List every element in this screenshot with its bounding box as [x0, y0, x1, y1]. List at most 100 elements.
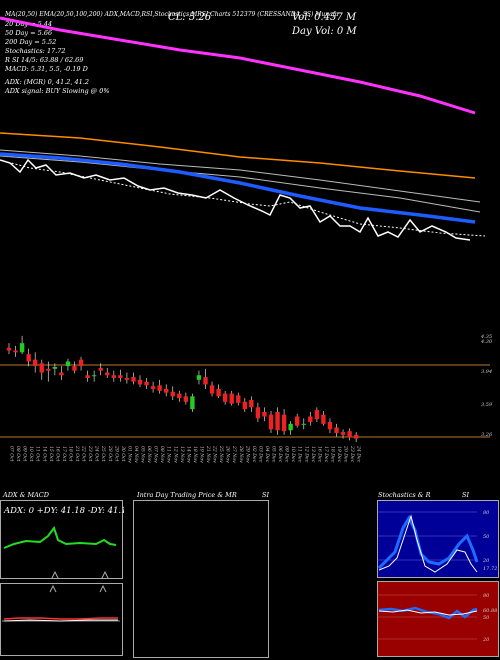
date-tick-label: 18 Nov — [192, 446, 198, 463]
stoch-tick-80: 80 — [483, 510, 490, 516]
adx-panel-frame — [0, 500, 123, 579]
rsi-label: R SI 14/5: 63.88 / 62.69 — [5, 56, 84, 64]
candle-body — [46, 368, 51, 371]
candle-body — [301, 423, 306, 425]
date-tick-label: 26 Nov — [225, 445, 231, 463]
candle-body — [281, 414, 287, 432]
candle-body — [183, 396, 189, 402]
chart-header: MA(20,50) EMA(20,50,100,200) ADX,MACD,RS… — [5, 11, 339, 18]
candle-body — [255, 407, 261, 419]
candle-body — [190, 396, 195, 410]
candle-body — [91, 375, 97, 377]
stoch-tick-20: 20 — [482, 558, 490, 564]
date-tick-label: 03 Dec — [257, 446, 263, 463]
price-tick-4: 3.59 — [481, 402, 493, 408]
adx-macd-panel: ADX: 0 +DY: 41.18 -DY: 41.18 — [0, 500, 124, 656]
rsi-tick-20: 20 — [482, 637, 490, 643]
candle-body — [6, 347, 12, 351]
macd-marker-1 — [49, 584, 57, 593]
candle-body — [78, 359, 84, 367]
macd-line-2 — [3, 619, 118, 622]
date-tick-label: 01 Nov — [126, 446, 132, 463]
intraday-si-label: SI — [262, 491, 270, 499]
date-tick-label: 14 Oct — [41, 446, 47, 462]
ma-gray-line-2 — [0, 155, 481, 213]
date-tick-label: 25 Oct — [100, 445, 106, 462]
date-tick-label: 24 Oct — [94, 445, 100, 462]
candle-body — [19, 343, 25, 353]
candle-body — [13, 350, 18, 353]
candle-body — [308, 416, 313, 422]
candle-body — [196, 375, 202, 380]
stochastics-label: Stochastics: 17.72 — [5, 47, 66, 55]
candle-body — [118, 375, 123, 378]
candle-body — [85, 375, 90, 378]
adx-label: ADX: (MGR) 0, 41.2, 41.2 — [5, 78, 90, 86]
candle-body — [137, 379, 143, 385]
date-tick-label: 02 Dec — [251, 446, 257, 463]
date-tick-label: 29 Oct — [113, 445, 119, 462]
date-tick-label: 14 Nov — [185, 446, 191, 463]
stochastics-rsi-panel: 80 50 20 17.72 80 50 20 60.88 — [377, 500, 499, 657]
date-tick-label: 18 Oct — [67, 446, 73, 462]
date-tick-label: 28 Oct — [107, 445, 113, 462]
date-tick-label: 29 Nov — [244, 445, 250, 463]
adx-line — [3, 525, 117, 549]
candlestick-chart: 4.35 4.30 3.94 3.59 3.26 07 Oct 08 Oct 09 … — [0, 334, 493, 463]
candle-body — [222, 393, 228, 402]
date-tick-label: 04 Nov — [133, 446, 139, 463]
date-tick-label: 25 Nov — [218, 445, 224, 463]
rsi-signal-line — [378, 609, 478, 616]
candle-body — [59, 372, 64, 376]
date-tick-label: 16 Dec — [316, 446, 322, 463]
date-tick-label: 12 Nov — [172, 446, 178, 463]
date-tick-label: 06 Dec — [277, 446, 283, 463]
candle-body — [72, 366, 77, 371]
candle-body — [334, 427, 339, 433]
stoch-panel-title: Stochastics & R — [378, 491, 431, 499]
price-tick-1: 4.35 — [480, 334, 492, 340]
date-tick-label: 09 Oct — [22, 446, 28, 462]
candle-body — [131, 377, 136, 382]
candle-body — [321, 414, 326, 424]
volume-label: Vol: 0.457 M — [292, 12, 357, 23]
candle-body — [347, 431, 352, 438]
candle-body — [314, 410, 320, 420]
adx-values: ADX: 0 +DY: 41.18 -DY: 41.18 — [3, 506, 124, 516]
candle-body — [33, 359, 38, 367]
date-tick-label: 23 Oct — [87, 445, 93, 462]
ema50-line — [0, 152, 476, 224]
price-line — [0, 158, 471, 241]
date-tick-label: 13 Dec — [310, 446, 316, 463]
adx-marker-1 — [51, 570, 59, 579]
candle-body — [295, 416, 300, 426]
stoch-k-line — [377, 514, 479, 570]
date-tick-label: 08 Nov — [159, 446, 165, 463]
stoch-d-line — [378, 514, 478, 573]
ma-gray-line-1 — [0, 149, 481, 203]
date-tick-label: 07 Oct — [9, 446, 15, 462]
candle-body — [144, 381, 149, 386]
price-tick-2: 4.30 — [480, 339, 493, 345]
rsi-line — [378, 606, 478, 620]
candle-body — [98, 367, 103, 371]
adx-signal-label: ADX signal: BUY Slowing @ 0% — [5, 87, 110, 95]
candle-body — [164, 389, 169, 393]
date-tick-label: 20 Dec — [343, 445, 349, 463]
date-tick-label: 11 Oct — [35, 446, 41, 462]
stoch-value: 17.72 — [483, 566, 497, 572]
intraday-panel-title: Intra Day Trading Price & MR — [137, 491, 237, 499]
ema200-line — [0, 16, 476, 115]
candle-body — [262, 411, 267, 417]
candle-body — [268, 414, 274, 430]
date-tick-label: 17 Dec — [323, 446, 329, 463]
candle-body — [65, 361, 71, 367]
date-tick-label: 19 Nov — [198, 446, 204, 463]
intraday-panel — [133, 500, 269, 658]
date-tick-label: 19 Dec — [336, 446, 342, 463]
candle-body — [353, 434, 359, 439]
date-tick-label: 27 Nov — [231, 445, 237, 463]
date-tick-label: 21 Oct — [74, 445, 80, 462]
ma200-label: 200 Day = 5.52 — [5, 38, 57, 46]
candle-body — [249, 400, 254, 408]
